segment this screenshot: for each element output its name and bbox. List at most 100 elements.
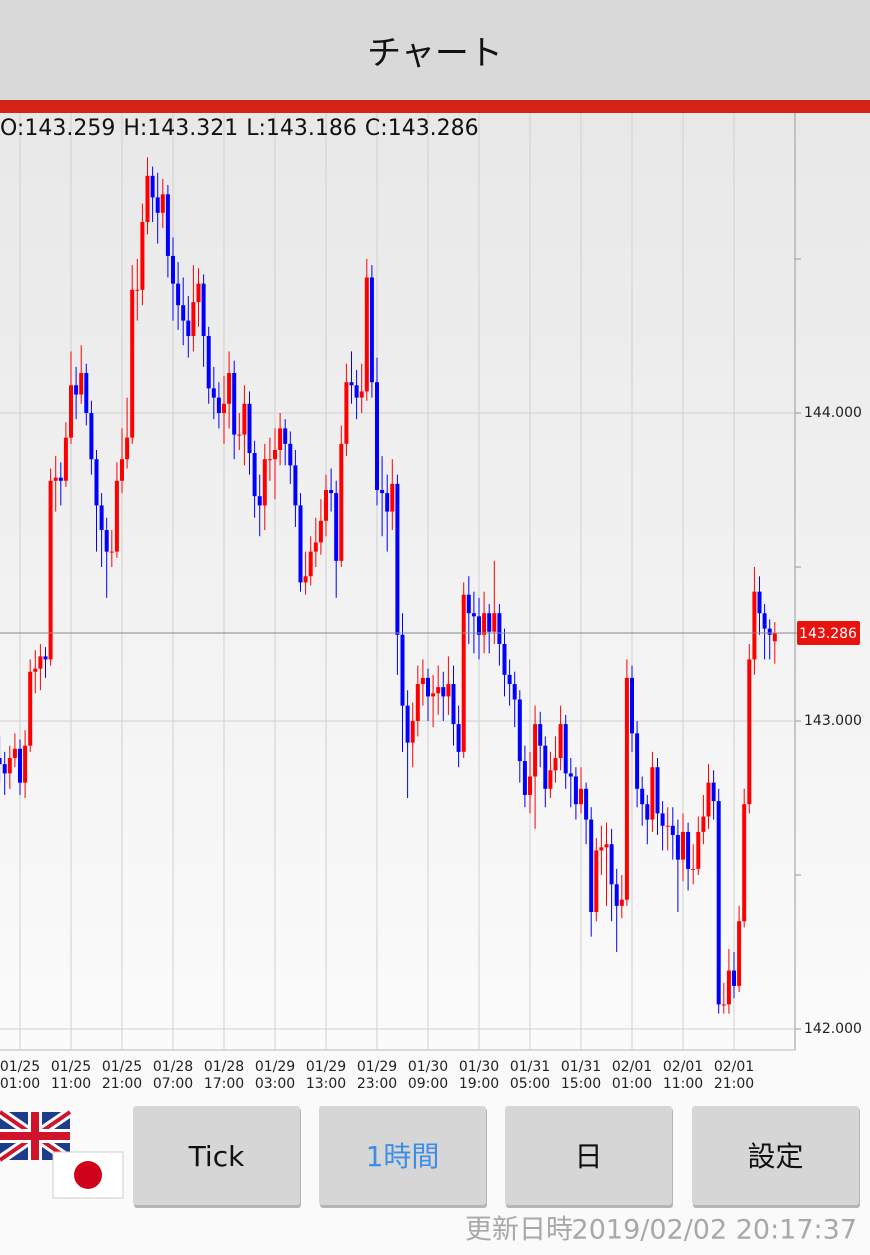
last-price-box [797, 620, 860, 645]
candle-body [273, 449, 277, 460]
ohlc-header: O:143.259 H:143.321 L:143.186 C:143.286 [0, 116, 479, 141]
candle-body [543, 745, 548, 789]
candle-body [650, 767, 655, 820]
candle-body [89, 413, 94, 460]
candle-body [257, 496, 262, 506]
candle-body [441, 687, 446, 697]
chart-background [0, 113, 870, 1050]
candle-body [706, 782, 711, 817]
candle-body [84, 372, 89, 414]
candle-body [375, 382, 379, 491]
candle-body [675, 835, 680, 860]
buttons: Tick 1時間 日 設定 [133, 1106, 860, 1208]
overlay: 143.286 [0, 620, 860, 645]
candle-body [278, 428, 283, 450]
y-tick-label: 142.000 [804, 1021, 862, 1037]
x-tick-label: 02/01 [612, 1059, 652, 1075]
candle-body [538, 724, 543, 746]
candle-body [48, 480, 53, 660]
x-tick-label: 11:00 [51, 1076, 91, 1092]
ohlc-value: H:143.321 [123, 116, 238, 141]
candle-body [324, 490, 328, 521]
candle-body [716, 801, 721, 1005]
candle-body [247, 403, 252, 454]
candle-body [589, 819, 594, 913]
button-face [319, 1106, 486, 1205]
candle-body [369, 277, 374, 383]
candle-body [630, 677, 634, 734]
candle-body [2, 764, 7, 774]
candle-body [553, 757, 558, 771]
grid: 142.000143.000144.00001/2501:0001/2511:0… [0, 113, 862, 1092]
candle-body [584, 788, 589, 820]
candle-body [237, 434, 242, 436]
candle-body [497, 613, 502, 645]
candle-body [318, 520, 323, 543]
candle-body [737, 921, 742, 986]
candle-body [742, 804, 747, 922]
button-label: Tick [188, 1140, 245, 1173]
candle-body [640, 788, 645, 805]
tab-button[interactable]: 日 [505, 1106, 673, 1208]
x-tick-label: 03:00 [255, 1076, 295, 1092]
candle-body [691, 868, 696, 870]
candle-body [420, 677, 425, 685]
candle-body [303, 576, 308, 583]
candle-body [145, 175, 150, 223]
candle-body [334, 493, 339, 561]
candle-body [150, 175, 155, 198]
x-tick-label: 11:00 [663, 1076, 703, 1092]
candle-body [645, 804, 650, 820]
candle-body [359, 391, 364, 398]
candle-body [99, 505, 104, 531]
candle-body [222, 403, 226, 414]
candle-body [681, 831, 685, 860]
tab-button[interactable]: 1時間 [319, 1106, 487, 1208]
candle-body [461, 594, 466, 752]
candle-body [380, 490, 385, 494]
candle-body [242, 403, 247, 435]
candle-body [109, 551, 114, 553]
candle-body [135, 289, 140, 291]
x-tick-label: 01/25 [0, 1059, 40, 1075]
candle-body [701, 816, 706, 832]
candle-body [772, 632, 777, 642]
candle-body [747, 659, 752, 805]
candle-body [686, 831, 691, 869]
candle-body [216, 397, 221, 414]
candle-body [624, 677, 629, 900]
x-tick-label: 01/28 [204, 1059, 244, 1075]
button-label: 設定 [747, 1140, 803, 1173]
candle-body [410, 721, 415, 743]
candle-body [104, 530, 109, 552]
candle-body [426, 677, 430, 697]
candle-body [492, 613, 497, 632]
update-label: 更新日時 [465, 1215, 573, 1246]
tab-button[interactable]: 設定 [692, 1106, 860, 1208]
candle-body [446, 684, 451, 697]
candle-body [385, 493, 390, 512]
candle-body [451, 684, 456, 725]
candle-body [757, 591, 762, 614]
candle-body [507, 674, 512, 685]
x-tick-label: 01/25 [102, 1059, 142, 1075]
candle-body [400, 634, 405, 706]
tab-button[interactable]: Tick [133, 1106, 301, 1208]
x-tick-label: 01/29 [306, 1059, 346, 1075]
accent-bar [0, 100, 870, 113]
y-tick-label: 144.000 [804, 405, 862, 421]
ohlc-value: O:143.259 [0, 116, 115, 141]
candle-body [114, 480, 119, 552]
candle-body [79, 372, 84, 395]
x-tick-label: 21:00 [102, 1076, 142, 1092]
candle-body [53, 477, 58, 481]
x-tick-label: 23:00 [357, 1076, 397, 1092]
candle-body [206, 336, 211, 389]
x-tick-label: 01:00 [612, 1076, 652, 1092]
last-price-label: 143.286 [799, 626, 857, 642]
candle-body [12, 748, 17, 758]
x-tick-label: 01/25 [51, 1059, 91, 1075]
candle-body [58, 477, 63, 481]
candle-body [339, 443, 344, 561]
